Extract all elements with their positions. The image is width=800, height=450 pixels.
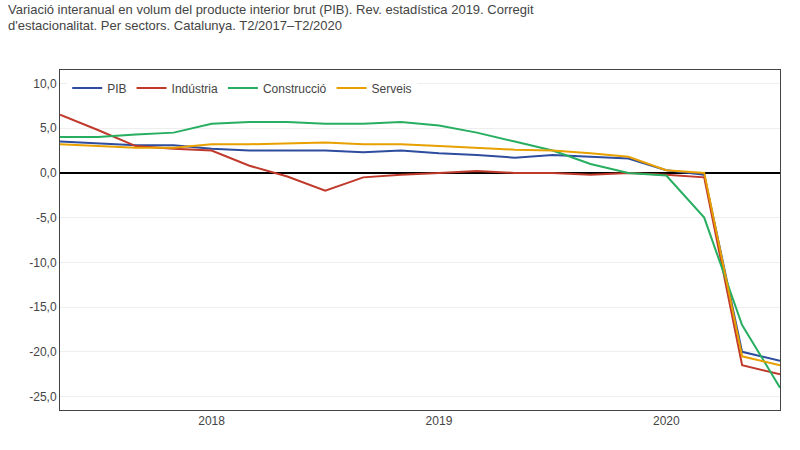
- svg-text:5,0: 5,0: [40, 121, 57, 135]
- svg-text:2018: 2018: [198, 414, 225, 428]
- svg-text:-5,0: -5,0: [36, 211, 57, 225]
- svg-text:PIB: PIB: [107, 82, 126, 96]
- svg-text:Serveis: Serveis: [372, 82, 412, 96]
- svg-text:Indústria: Indústria: [172, 82, 218, 96]
- svg-text:-10,0: -10,0: [29, 256, 57, 270]
- svg-text:0,0: 0,0: [40, 166, 57, 180]
- svg-text:Construcció: Construcció: [263, 82, 327, 96]
- svg-text:-25,0: -25,0: [29, 390, 57, 404]
- svg-text:2020: 2020: [653, 414, 680, 428]
- svg-text:-15,0: -15,0: [29, 300, 57, 314]
- svg-text:2019: 2019: [426, 414, 453, 428]
- svg-text:Variació interanual en volum d: Variació interanual en volum del product…: [8, 2, 534, 34]
- svg-text:10,0: 10,0: [33, 77, 57, 91]
- svg-text:-20,0: -20,0: [29, 345, 57, 359]
